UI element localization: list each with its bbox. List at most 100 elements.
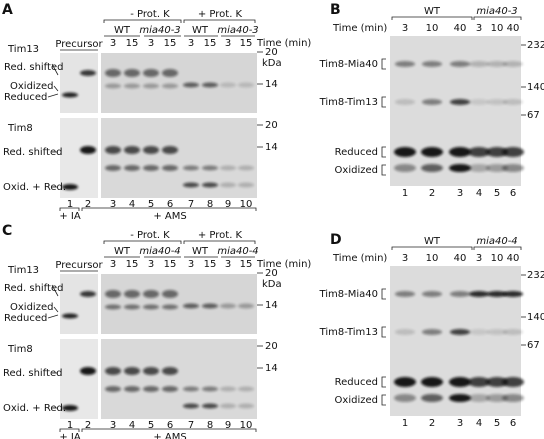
band — [162, 290, 178, 298]
band — [449, 164, 471, 172]
band — [394, 164, 416, 172]
strain-label: mia40-4 — [139, 246, 180, 257]
lane-number: 5 — [148, 199, 154, 210]
time-label: 3 — [148, 38, 154, 49]
strain-label: WT — [424, 236, 441, 247]
band-label: Oxidized — [10, 302, 53, 313]
band — [449, 147, 471, 157]
band — [421, 377, 443, 387]
bracket — [81, 207, 257, 211]
band — [238, 403, 254, 409]
band — [220, 303, 236, 309]
time-label: 15 — [164, 259, 177, 270]
band — [183, 386, 199, 392]
gel — [60, 274, 98, 334]
time-label: 40 — [507, 253, 520, 264]
band — [124, 304, 140, 310]
band — [183, 165, 199, 171]
band-label: Red. shifted — [4, 62, 63, 73]
treatment-label: + AMS — [153, 211, 186, 222]
lane-number: 8 — [207, 420, 213, 431]
time-label: 3 — [225, 38, 231, 49]
band — [162, 165, 178, 171]
band — [422, 61, 442, 67]
band — [503, 61, 523, 67]
band — [62, 92, 78, 98]
lane-number: 1 — [67, 420, 73, 431]
band — [487, 291, 507, 297]
band-label: Reduced — [335, 377, 378, 388]
lane-number: 5 — [494, 418, 500, 429]
gel — [390, 266, 521, 416]
rule — [47, 93, 59, 98]
band — [80, 291, 96, 297]
band — [220, 165, 236, 171]
unit-label: kDa — [262, 279, 282, 290]
blot-name: Tim8 — [7, 344, 33, 355]
band-label: Oxidized — [335, 395, 378, 406]
marker-label: 232 — [527, 40, 544, 51]
band-label: Reduced — [335, 147, 378, 158]
lane-number: 1 — [402, 418, 408, 429]
lane-number: 4 — [129, 199, 135, 210]
band — [143, 367, 159, 375]
panel-letter: D — [330, 232, 342, 248]
band — [202, 386, 218, 392]
lane-number: 3 — [457, 188, 463, 199]
band — [469, 99, 489, 105]
time-label: 3 — [188, 38, 194, 49]
band-label: Oxid. + Red. — [3, 403, 66, 414]
gel — [60, 53, 98, 113]
band — [502, 147, 524, 157]
band — [238, 386, 254, 392]
time-label: 15 — [204, 259, 217, 270]
band — [162, 83, 178, 89]
band — [143, 165, 159, 171]
band — [202, 182, 218, 188]
band — [238, 182, 254, 188]
lane-number: 7 — [188, 199, 194, 210]
treatment-label: + IA — [59, 211, 81, 222]
precursor-label: Precursor — [55, 39, 103, 50]
band — [238, 82, 254, 88]
band — [143, 290, 159, 298]
band — [468, 147, 490, 157]
marker-label: 67 — [527, 340, 540, 351]
lane-number: 6 — [167, 199, 173, 210]
band — [202, 82, 218, 88]
band — [468, 377, 490, 387]
rule — [53, 85, 59, 92]
band — [62, 313, 78, 319]
band — [421, 164, 443, 172]
band — [503, 329, 523, 335]
bracket — [381, 394, 386, 406]
band-label: Tim8-Tim13 — [319, 97, 378, 108]
band — [202, 165, 218, 171]
blot-name: Tim13 — [7, 265, 39, 276]
strain-label: mia40-4 — [476, 236, 517, 247]
bracket — [183, 19, 256, 23]
lane-number: 9 — [225, 420, 231, 431]
band — [502, 164, 524, 172]
treatment-label: + IA — [59, 432, 81, 439]
rule — [53, 306, 59, 313]
rule — [47, 314, 59, 319]
band-label: Oxidized — [10, 81, 53, 92]
bracket — [381, 164, 386, 176]
band — [450, 291, 470, 297]
lane-number: 3 — [457, 418, 463, 429]
band — [450, 329, 470, 335]
band — [502, 394, 524, 402]
blot-name: Tim13 — [7, 44, 39, 55]
gel — [101, 274, 257, 334]
band — [105, 290, 121, 298]
band — [449, 394, 471, 402]
time-axis-label: Time (min) — [332, 23, 387, 34]
bracket — [473, 246, 522, 250]
gel — [390, 36, 521, 186]
band — [143, 146, 159, 154]
lane-number: 3 — [110, 420, 116, 431]
band — [80, 70, 96, 76]
time-label: 10 — [426, 253, 439, 264]
